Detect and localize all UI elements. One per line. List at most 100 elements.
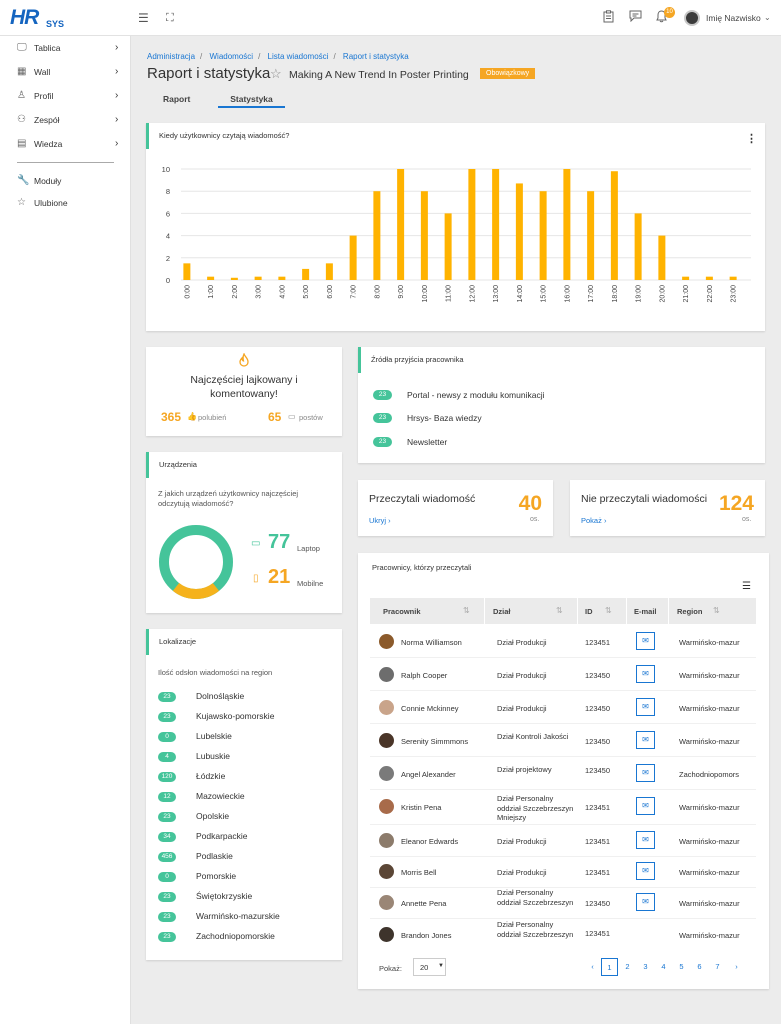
mail-icon[interactable]: ✉ <box>636 698 655 716</box>
user-name[interactable]: Imię Nazwisko <box>706 13 761 23</box>
user-icon: ♙ <box>17 90 26 101</box>
count-pill: 12 <box>158 792 176 802</box>
table-row[interactable]: Norma Williamson Dział Produkcji 123451 … <box>370 626 756 658</box>
user-avatar[interactable] <box>684 10 700 26</box>
location-name: Opolskie <box>196 811 230 821</box>
sidebar-item-moduly[interactable]: 🔧 Moduły <box>0 172 131 192</box>
avatar <box>379 895 394 910</box>
favorite-star-icon[interactable]: ☆ <box>270 66 282 81</box>
sidebar-item-profil[interactable]: ♙ Profil › <box>0 87 131 107</box>
column-header-dzial[interactable]: Dział <box>493 607 511 616</box>
notifications-bell-icon[interactable] <box>656 10 667 27</box>
mail-icon[interactable]: ✉ <box>636 862 655 880</box>
table-row[interactable]: Kristin Pena Dział Personalny oddział Sz… <box>370 791 756 825</box>
tab-raport[interactable]: Raport <box>163 94 191 104</box>
department: Dział projektowy <box>497 765 552 774</box>
fullscreen-icon[interactable]: ⛶ <box>166 12 174 24</box>
breadcrumb-item[interactable]: Administracja <box>147 52 196 61</box>
column-header-pracownik[interactable]: Pracownik <box>383 607 421 616</box>
column-header-email[interactable]: E-mail <box>634 607 657 616</box>
sidebar-item-ulubione[interactable]: ☆ Ulubione <box>0 194 131 214</box>
pagination-page[interactable]: 4 <box>661 962 666 971</box>
clipboard-icon[interactable] <box>603 10 614 27</box>
sidebar-item-label: Tablica <box>34 43 61 53</box>
mail-icon[interactable]: ✉ <box>636 797 655 815</box>
monitor-icon: 🖵 <box>17 42 27 53</box>
sort-icon[interactable]: ⇅ <box>556 606 563 615</box>
sidebar-item-wiedza[interactable]: ▤ Wiedza › <box>0 135 131 155</box>
breadcrumb-item[interactable]: Raport i statystyka <box>342 52 409 61</box>
column-header-region[interactable]: Region <box>677 607 703 616</box>
table-row[interactable]: Eleanor Edwards Dział Produkcji 123451 ✉… <box>370 825 756 857</box>
source-name: Hrsys- Baza wiedzy <box>407 413 482 423</box>
likes-count: 365 <box>161 410 182 424</box>
hamburger-menu-icon[interactable]: ☰ <box>138 11 149 25</box>
department: Dział Produkcji <box>497 704 547 713</box>
table-row[interactable]: Brandon Jones Dział Personalny oddział S… <box>370 919 756 951</box>
page-size-label: Pokaż: <box>379 964 402 973</box>
pagination-page[interactable]: 3 <box>643 962 648 971</box>
breadcrumb: Administracja / Wiadomości / Lista wiadomo… <box>147 52 409 61</box>
x-tick-label: 11:00 <box>446 285 453 302</box>
sidebar-item-tablica[interactable]: 🖵 Tablica › <box>0 39 131 59</box>
count-pill: 23 <box>158 932 176 942</box>
bar <box>515 183 523 280</box>
location-name: Podkarpackie <box>196 831 248 841</box>
sidebar-item-wall[interactable]: ▦ Wall › <box>0 63 131 83</box>
readers-table-title: Pracownicy, którzy przeczytali <box>372 563 472 572</box>
table-row[interactable]: Morris Bell Dział Produkcji 123451 ✉ War… <box>370 856 756 888</box>
table-row[interactable]: Serenity Simmmons Dział Kontroli Jakości… <box>370 725 756 757</box>
mail-icon[interactable]: ✉ <box>636 831 655 849</box>
mail-icon[interactable]: ✉ <box>636 893 655 911</box>
table-row[interactable]: Ralph Cooper Dział Produkcji 123450 ✉ Wa… <box>370 659 756 691</box>
logo-main: HR <box>10 6 39 29</box>
table-row[interactable]: Annette Pena Dział Personalny oddział Sz… <box>370 887 756 919</box>
chevron-right-icon: › <box>115 42 119 53</box>
count-pill: 120 <box>158 772 176 782</box>
count-pill: 23 <box>373 413 392 423</box>
x-tick-label: 2:00 <box>232 285 239 299</box>
avatar <box>379 799 394 814</box>
department: Dział Personalny oddział Szczebrzeszyn <box>497 920 574 939</box>
hide-link[interactable]: Ukryj › <box>369 516 391 525</box>
pagination-next-icon[interactable]: › <box>735 962 738 971</box>
pagination-page[interactable]: 5 <box>679 962 684 971</box>
mail-icon[interactable]: ✉ <box>636 632 655 650</box>
messages-icon[interactable] <box>629 10 642 26</box>
sidebar-item-label: Profil <box>34 91 54 101</box>
sidebar-item-zespol[interactable]: ⚇ Zespół › <box>0 111 131 131</box>
sort-icon[interactable]: ⇅ <box>605 606 612 615</box>
column-header-id[interactable]: ID <box>585 607 593 616</box>
sources-title: Źródła przyjścia pracownika <box>358 347 765 373</box>
x-tick-label: 21:00 <box>683 285 690 303</box>
pagination-page[interactable]: 2 <box>625 962 630 971</box>
sort-icon[interactable]: ⇅ <box>713 606 720 615</box>
mobile-icon: ▯ <box>253 573 259 584</box>
table-row[interactable]: Connie Mckinney Dział Produkcji 123450 ✉… <box>370 692 756 724</box>
pagination-page[interactable]: 6 <box>697 962 702 971</box>
mail-icon[interactable]: ✉ <box>636 665 655 683</box>
breadcrumb-item[interactable]: Lista wiadomości <box>267 52 329 61</box>
message-subject: Making A New Trend In Poster Printing <box>289 69 469 81</box>
pagination-page[interactable]: 1 <box>601 958 618 976</box>
table-row[interactable]: Angel Alexander Dział projektowy 123450 … <box>370 758 756 790</box>
more-vertical-icon[interactable]: ⋮ <box>746 133 757 145</box>
pagination-prev-icon[interactable]: ‹ <box>591 962 594 971</box>
breadcrumb-item[interactable]: Wiadomości <box>209 52 254 61</box>
sidebar-item-label: Ulubione <box>34 198 68 208</box>
mail-icon[interactable]: ✉ <box>636 731 655 749</box>
department: Dział Produkcji <box>497 837 547 846</box>
sidebar: 🖵 Tablica › ▦ Wall › ♙ Profil › ⚇ Zespół… <box>0 36 131 1024</box>
laptop-count: 77 <box>268 531 291 553</box>
wall-icon: ▦ <box>17 66 27 77</box>
page-size-select[interactable]: 20 ▼ <box>413 958 446 976</box>
chevron-down-icon[interactable]: ⌄ <box>764 13 771 22</box>
filter-icon[interactable]: ☰ <box>742 581 751 592</box>
pagination-page[interactable]: 7 <box>715 962 720 971</box>
app-logo[interactable]: HR SYS <box>10 6 64 30</box>
show-link[interactable]: Pokaż › <box>581 516 607 525</box>
mail-icon[interactable]: ✉ <box>636 764 655 782</box>
sort-icon[interactable]: ⇅ <box>463 606 470 615</box>
tab-statystyka[interactable]: Statystyka <box>230 94 273 104</box>
active-tab-indicator <box>218 106 285 108</box>
